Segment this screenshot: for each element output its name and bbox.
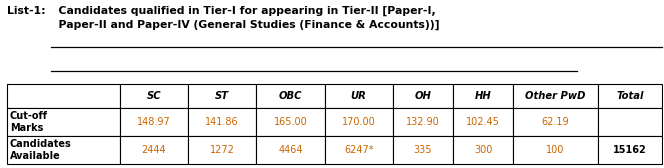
Text: SC: SC — [147, 91, 161, 101]
Bar — [325, 108, 393, 136]
Bar — [325, 84, 393, 108]
Text: OH: OH — [414, 91, 432, 101]
Text: 148.97: 148.97 — [137, 117, 171, 127]
Bar — [393, 84, 453, 108]
Bar — [120, 108, 188, 136]
Text: 335: 335 — [414, 145, 432, 155]
Bar — [598, 136, 662, 164]
Text: 2444: 2444 — [141, 145, 166, 155]
Text: 4464: 4464 — [278, 145, 303, 155]
Bar — [393, 108, 453, 136]
Bar — [453, 84, 513, 108]
Bar — [256, 108, 325, 136]
Text: Cut-off
Marks: Cut-off Marks — [10, 111, 48, 133]
Bar — [120, 84, 188, 108]
Text: 132.90: 132.90 — [406, 117, 440, 127]
Bar — [188, 84, 256, 108]
Bar — [393, 136, 453, 164]
Text: HH: HH — [475, 91, 491, 101]
Text: ST: ST — [215, 91, 229, 101]
Bar — [453, 136, 513, 164]
Bar — [256, 136, 325, 164]
Text: 15162: 15162 — [613, 145, 647, 155]
Text: UR: UR — [351, 91, 367, 101]
Bar — [325, 136, 393, 164]
Text: 62.19: 62.19 — [542, 117, 569, 127]
Text: Candidates qualified in Tier-I for appearing in Tier-II [Paper-I,
  Paper-II and: Candidates qualified in Tier-I for appea… — [51, 6, 440, 30]
Bar — [120, 136, 188, 164]
Bar — [513, 136, 598, 164]
Text: 170.00: 170.00 — [342, 117, 376, 127]
Text: 102.45: 102.45 — [466, 117, 500, 127]
Text: List-1:: List-1: — [7, 6, 46, 16]
Bar — [188, 136, 256, 164]
Bar — [188, 108, 256, 136]
Bar — [513, 108, 598, 136]
Text: Candidates
Available: Candidates Available — [10, 139, 72, 161]
Text: 165.00: 165.00 — [274, 117, 307, 127]
Text: 100: 100 — [546, 145, 565, 155]
Text: 141.86: 141.86 — [205, 117, 239, 127]
Bar — [256, 84, 325, 108]
Text: 300: 300 — [474, 145, 493, 155]
Text: OBC: OBC — [279, 91, 302, 101]
Text: 6247*: 6247* — [344, 145, 373, 155]
Text: 1272: 1272 — [210, 145, 234, 155]
Text: Total: Total — [616, 91, 643, 101]
Bar — [598, 108, 662, 136]
Text: Other PwD: Other PwD — [525, 91, 586, 101]
Bar — [7, 84, 120, 108]
Bar — [7, 108, 120, 136]
Bar — [7, 136, 120, 164]
Bar — [598, 84, 662, 108]
Bar — [513, 84, 598, 108]
Bar — [453, 108, 513, 136]
